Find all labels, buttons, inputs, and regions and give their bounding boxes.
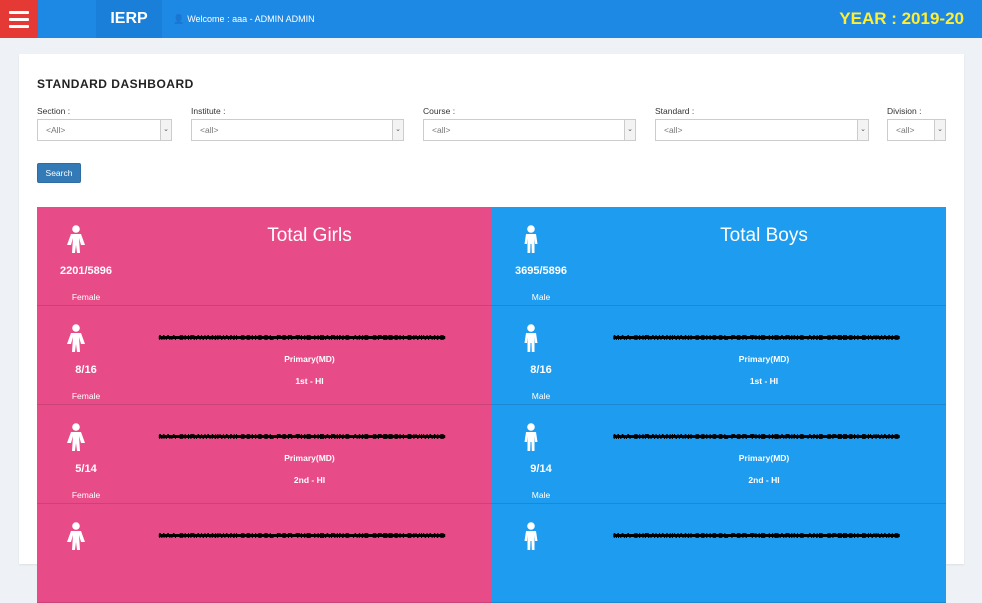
row-standard: 2nd - HI [293,475,326,485]
institute-filter: Institute : <all> ⌄ [191,106,404,141]
school-name: MAA SHRAVANIVANI SCHOOL FOR THE HEARING … [613,432,900,441]
welcome-text: 👤 Welcome : aaa - ADMIN ADMIN [173,0,315,38]
girls-row[interactable]: MAA SHRAVANIVANI SCHOOL FOR THE HEARING … [37,504,492,603]
institute-select[interactable]: <all> ⌄ [191,119,404,141]
boys-column: 3695/5896 Male Total Boys 8/16 Male MAA … [492,207,946,603]
row-count: 8/16 [530,364,552,376]
division-select[interactable]: <all> ⌄ [887,119,946,141]
division-filter: Division : <all> ⌄ [887,106,946,141]
female-icon [65,324,87,352]
girls-row[interactable]: 8/16 Female MAA SHRAVANIVANI SCHOOL FOR … [37,306,492,405]
row-level: Primary(MD) [284,354,335,364]
division-label: Division : [887,106,922,116]
male-icon [520,225,542,253]
row-level: Primary(MD) [738,453,790,463]
search-button[interactable]: Search [37,163,81,183]
row-gender: Male [531,490,551,500]
chevron-down-icon: ⌄ [392,120,403,140]
school-name: MAA SHRAVANIVANI SCHOOL FOR THE HEARING … [158,333,446,342]
row-standard: 2nd - HI [748,475,780,485]
school-name: MAA SHRAVANIVANI SCHOOL FOR THE HEARING … [158,432,446,441]
institute-value: <all> [200,125,219,135]
course-label: Course : [423,106,456,116]
course-select[interactable]: <all> ⌄ [423,119,636,141]
male-icon [520,324,542,352]
division-value: <all> [896,125,915,135]
brand-logo[interactable]: IERP [96,0,162,38]
academic-year: YEAR : 2019-20 [839,9,964,28]
boys-row[interactable]: 9/14 Male MAA SHRAVANIVANI SCHOOL FOR TH… [492,405,946,504]
hamburger-menu-icon[interactable] [0,0,38,38]
male-icon [520,522,542,550]
school-name: MAA SHRAVANIVANI SCHOOL FOR THE HEARING … [158,531,446,540]
page-title: STANDARD DASHBOARD [37,77,194,91]
total-girls-tile[interactable]: 2201/5896 Female Total Girls [37,207,492,306]
standard-label: Standard : [655,106,695,116]
standard-filter: Standard : <all> ⌄ [655,106,869,141]
school-name: MAA SHRAVANIVANI SCHOOL FOR THE HEARING … [613,333,900,342]
girls-gender-label: Female [71,292,101,302]
row-standard: 1st - HI [295,376,324,386]
chevron-down-icon: ⌄ [160,120,171,140]
girls-column: 2201/5896 Female Total Girls 8/16 Female… [37,207,492,603]
row-gender: Female [71,391,101,401]
row-count: 8/16 [75,364,97,376]
standard-value: <all> [664,125,683,135]
row-level: Primary(MD) [284,453,335,463]
boys-row[interactable]: 8/16 Male MAA SHRAVANIVANI SCHOOL FOR TH… [492,306,946,405]
girls-row[interactable]: 5/14 Female MAA SHRAVANIVANI SCHOOL FOR … [37,405,492,504]
boys-row[interactable]: MAA SHRAVANIVANI SCHOOL FOR THE HEARING … [492,504,946,603]
boys-gender-label: Male [531,292,551,302]
top-navbar: IERP 👤 Welcome : aaa - ADMIN ADMIN YEAR :… [0,0,982,38]
institute-label: Institute : [191,106,226,116]
course-filter: Course : <all> ⌄ [423,106,636,141]
chevron-down-icon: ⌄ [624,120,635,140]
male-icon [520,423,542,451]
girls-title: Total Girls [267,225,352,246]
row-standard: 1st - HI [749,376,779,386]
course-value: <all> [432,125,451,135]
total-boys-tile[interactable]: 3695/5896 Male Total Boys [492,207,946,306]
chevron-down-icon: ⌄ [934,120,945,140]
female-icon [65,225,87,253]
chevron-down-icon: ⌄ [857,120,868,140]
row-count: 9/14 [530,463,552,475]
girls-count: 2201/5896 [60,265,112,277]
female-icon [65,423,87,451]
section-value: <All> [46,125,66,135]
row-count: 5/14 [75,463,97,475]
section-filter: Section : <All> ⌄ [37,106,172,141]
boys-title: Total Boys [720,225,808,246]
female-icon [65,522,87,550]
row-level: Primary(MD) [738,354,790,364]
row-gender: Female [71,490,101,500]
standard-select[interactable]: <all> ⌄ [655,119,869,141]
user-icon: 👤 [173,14,185,24]
boys-count: 3695/5896 [515,265,567,277]
dashboard-card: STANDARD DASHBOARD Section : <All> ⌄ Inst… [19,54,964,603]
row-gender: Male [531,391,551,401]
section-select[interactable]: <All> ⌄ [37,119,172,141]
section-label: Section : [37,106,71,116]
welcome-label: Welcome : aaa - ADMIN ADMIN [187,14,315,24]
school-name: MAA SHRAVANIVANI SCHOOL FOR THE HEARING … [613,531,900,540]
